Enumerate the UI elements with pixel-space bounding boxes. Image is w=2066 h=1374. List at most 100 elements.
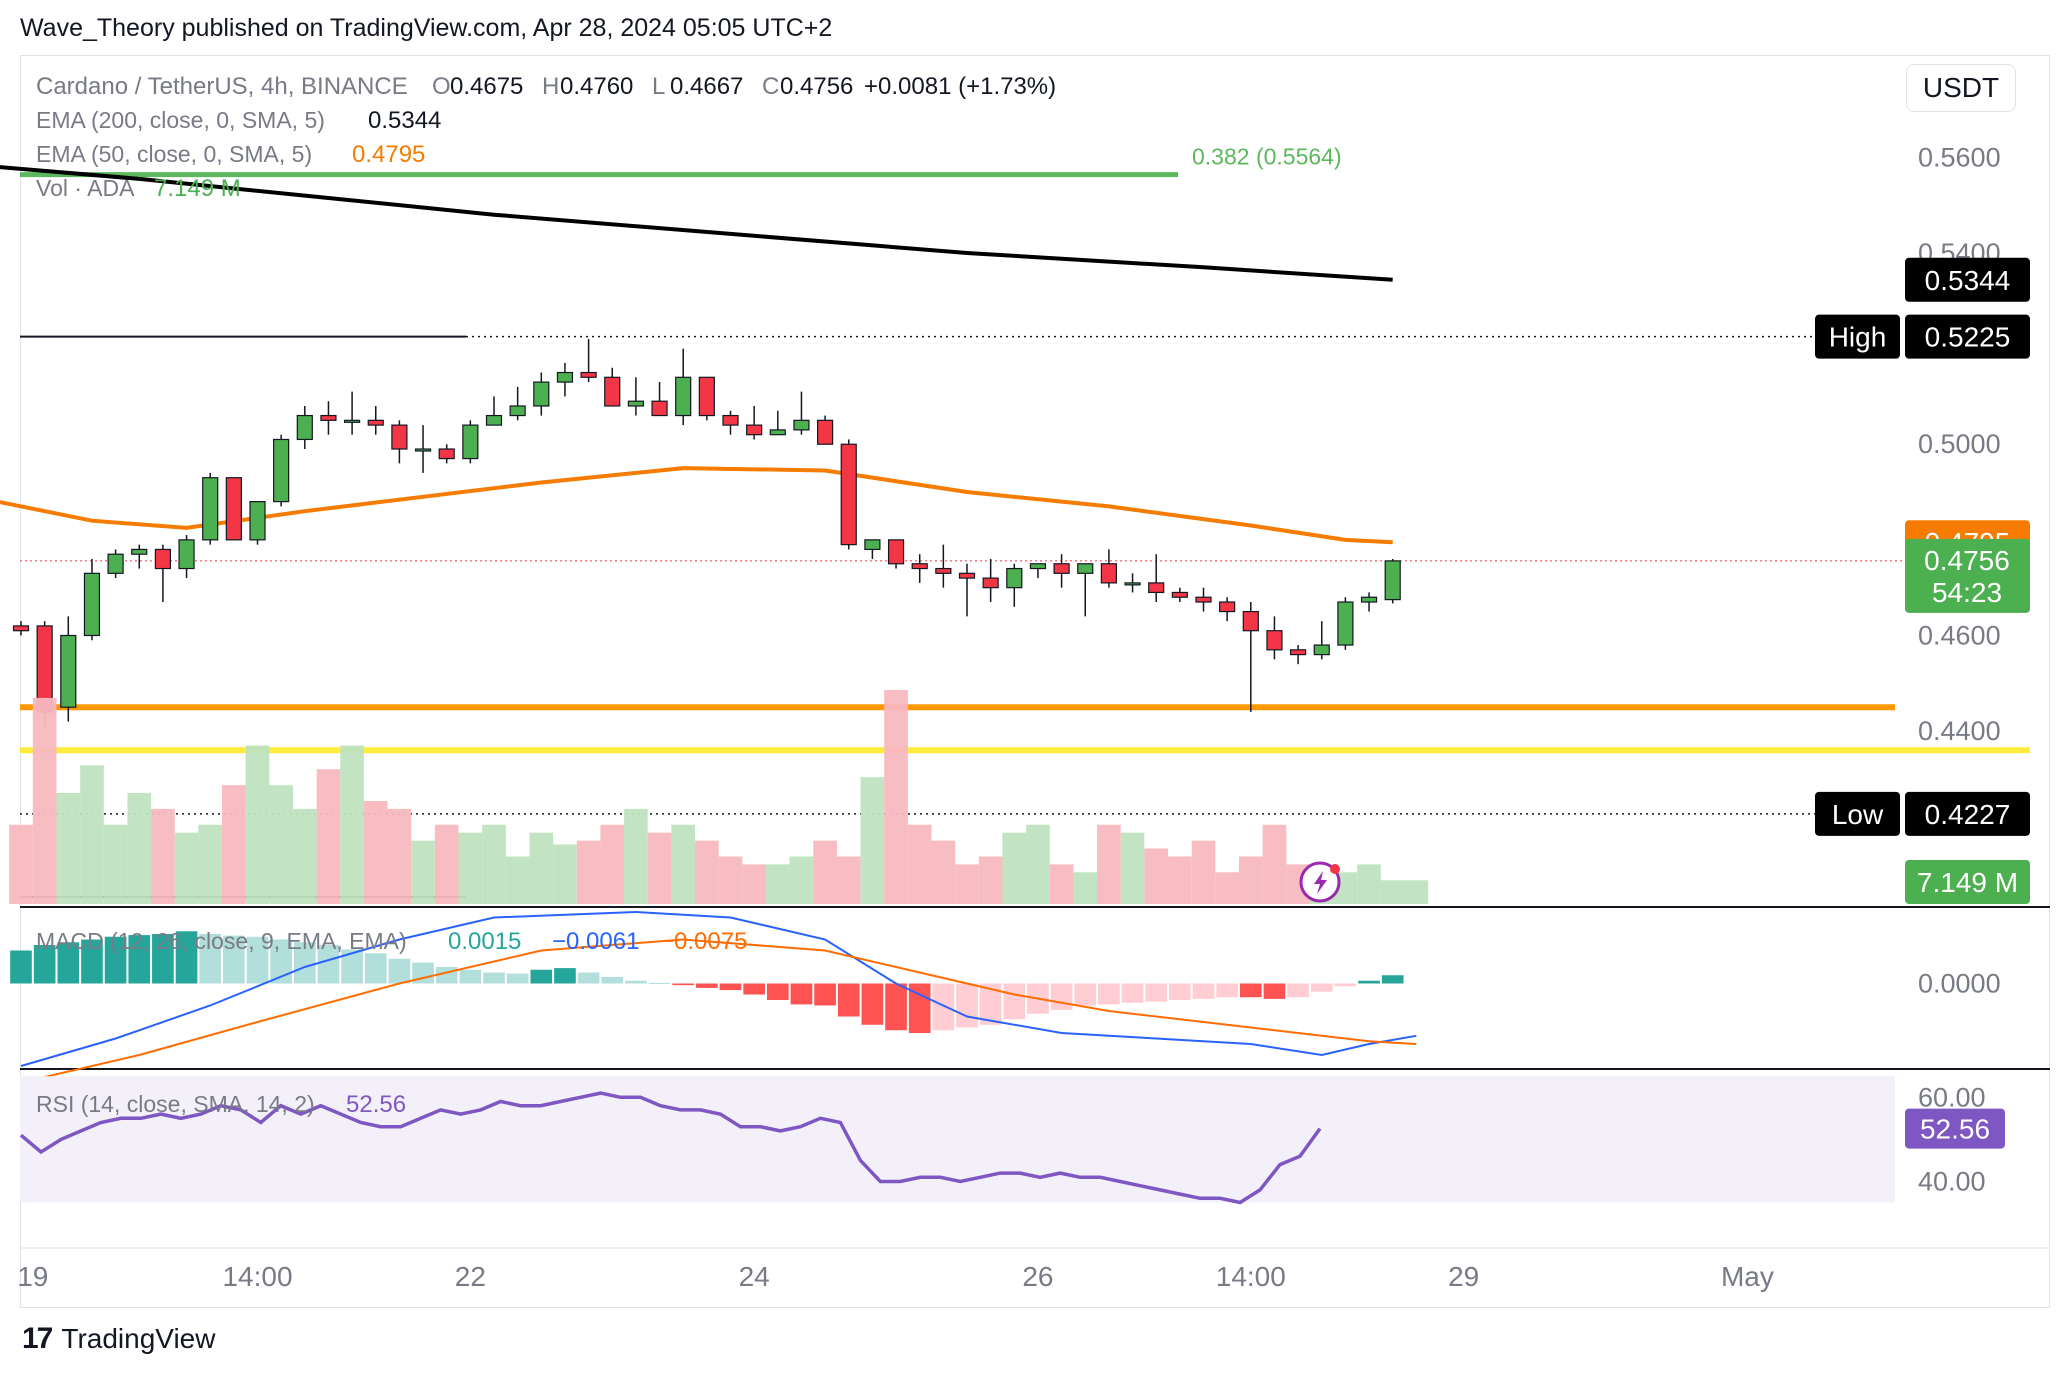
candle[interactable]: [1313, 621, 1330, 660]
candle[interactable]: [178, 535, 195, 579]
candle[interactable]: [1053, 554, 1070, 588]
volume-tag-bg: [1905, 860, 2030, 904]
candle[interactable]: [107, 549, 124, 579]
candle[interactable]: [391, 420, 408, 464]
candle[interactable]: [580, 339, 597, 383]
volume-bar: [1168, 856, 1192, 904]
lightning-icon[interactable]: [1299, 861, 1341, 903]
candle[interactable]: [816, 415, 834, 445]
volume-bar: [222, 785, 246, 904]
macd-histogram-bar: [1310, 983, 1333, 992]
candle-body: [1384, 560, 1401, 601]
candle[interactable]: [1124, 573, 1141, 593]
low-tag[interactable]: Low: [1815, 791, 1900, 836]
high-tag[interactable]: High: [1815, 314, 1900, 359]
high-price-tag[interactable]: 0.5225: [1905, 314, 2030, 359]
volume-bar: [1002, 832, 1027, 904]
ema200-price-tag[interactable]: 0.5344: [1905, 257, 2030, 302]
candle[interactable]: [131, 544, 148, 569]
volume-bar: [955, 864, 979, 904]
candle[interactable]: [769, 410, 786, 436]
candle[interactable]: [1289, 645, 1307, 665]
candle[interactable]: [698, 376, 715, 421]
candle[interactable]: [1195, 587, 1212, 612]
candle[interactable]: [414, 425, 432, 473]
legend-ema50-value: 0.4795: [352, 141, 425, 168]
candle[interactable]: [840, 439, 857, 550]
low-price-tag[interactable]: 0.4227: [1905, 791, 2030, 836]
candle-body: [154, 548, 171, 570]
candle[interactable]: [887, 539, 905, 569]
candle[interactable]: [320, 401, 337, 435]
candle[interactable]: [604, 367, 621, 407]
time-axis[interactable]: 19 14:00 22 24 26 14:00 29 May: [17, 1247, 2050, 1292]
candle[interactable]: [509, 386, 526, 421]
footer: 17 TradingView: [22, 1322, 215, 1356]
macd-histogram-bar: [483, 972, 505, 984]
candle[interactable]: [1171, 587, 1188, 603]
macd-histogram-bar: [837, 983, 860, 1017]
rsi-value-tag[interactable]: 52.56: [1905, 1108, 2005, 1149]
candle[interactable]: [722, 410, 739, 435]
candle[interactable]: [533, 372, 550, 416]
currency-button[interactable]: USDT: [1906, 64, 2016, 112]
candle-body: [1360, 596, 1378, 603]
candle[interactable]: [651, 382, 668, 417]
candle[interactable]: [911, 554, 928, 583]
macd-pane[interactable]: [10, 910, 1417, 1084]
macd-histogram-bar: [81, 939, 103, 984]
candle[interactable]: [273, 434, 290, 507]
candle[interactable]: [485, 396, 503, 426]
ema200-price-tag-bg: [1905, 257, 2030, 302]
price-tick-label: 0.4400: [1918, 716, 2001, 746]
candle[interactable]: [556, 362, 574, 397]
candle[interactable]: [225, 477, 242, 541]
candle[interactable]: [1029, 563, 1047, 579]
candle[interactable]: [344, 391, 361, 435]
candle[interactable]: [296, 405, 313, 450]
candle[interactable]: [627, 377, 645, 416]
candle[interactable]: [1219, 597, 1236, 622]
macd-histogram-bar: [1287, 983, 1309, 998]
candle[interactable]: [1266, 616, 1283, 660]
candle[interactable]: [982, 558, 999, 603]
candle[interactable]: [12, 621, 30, 636]
candle[interactable]: [60, 616, 77, 722]
candle[interactable]: [1148, 554, 1165, 603]
candle[interactable]: [793, 391, 810, 435]
candle[interactable]: [154, 544, 171, 603]
candle[interactable]: [438, 444, 455, 464]
volume-tag[interactable]: 7.149 M: [1905, 860, 2030, 904]
candle[interactable]: [1360, 592, 1378, 612]
candle[interactable]: [367, 405, 384, 435]
candle[interactable]: [462, 420, 479, 464]
candle[interactable]: [249, 501, 266, 545]
candle-body: [178, 539, 195, 570]
volume-bar: [1191, 840, 1216, 904]
legend-ohlc-value: 0.4760: [560, 73, 633, 100]
candle[interactable]: [1100, 549, 1118, 588]
candle[interactable]: [958, 563, 976, 617]
tradingview-logo-icon: 17: [22, 1322, 53, 1355]
rsi-pane[interactable]: [19, 1076, 1895, 1205]
candle[interactable]: [864, 539, 881, 559]
volume-bar: [600, 824, 625, 904]
candle[interactable]: [746, 405, 763, 440]
price-axis[interactable]: 0.56000.54000.50000.46000.44000.41000.53…: [1815, 142, 2030, 1196]
volume-bar: [458, 832, 483, 904]
candle[interactable]: [1077, 563, 1094, 617]
candle[interactable]: [202, 472, 219, 545]
macd-histogram-bar: [625, 980, 647, 984]
candle[interactable]: [1242, 602, 1259, 712]
candle[interactable]: [1384, 558, 1401, 604]
candle[interactable]: [935, 544, 952, 588]
candle[interactable]: [1337, 597, 1354, 650]
macd-histogram-bar: [223, 935, 245, 984]
candle[interactable]: [675, 348, 692, 426]
candle[interactable]: [1006, 563, 1023, 607]
candle-body: [107, 553, 124, 574]
candle[interactable]: [83, 558, 101, 641]
candle-body: [225, 477, 242, 541]
